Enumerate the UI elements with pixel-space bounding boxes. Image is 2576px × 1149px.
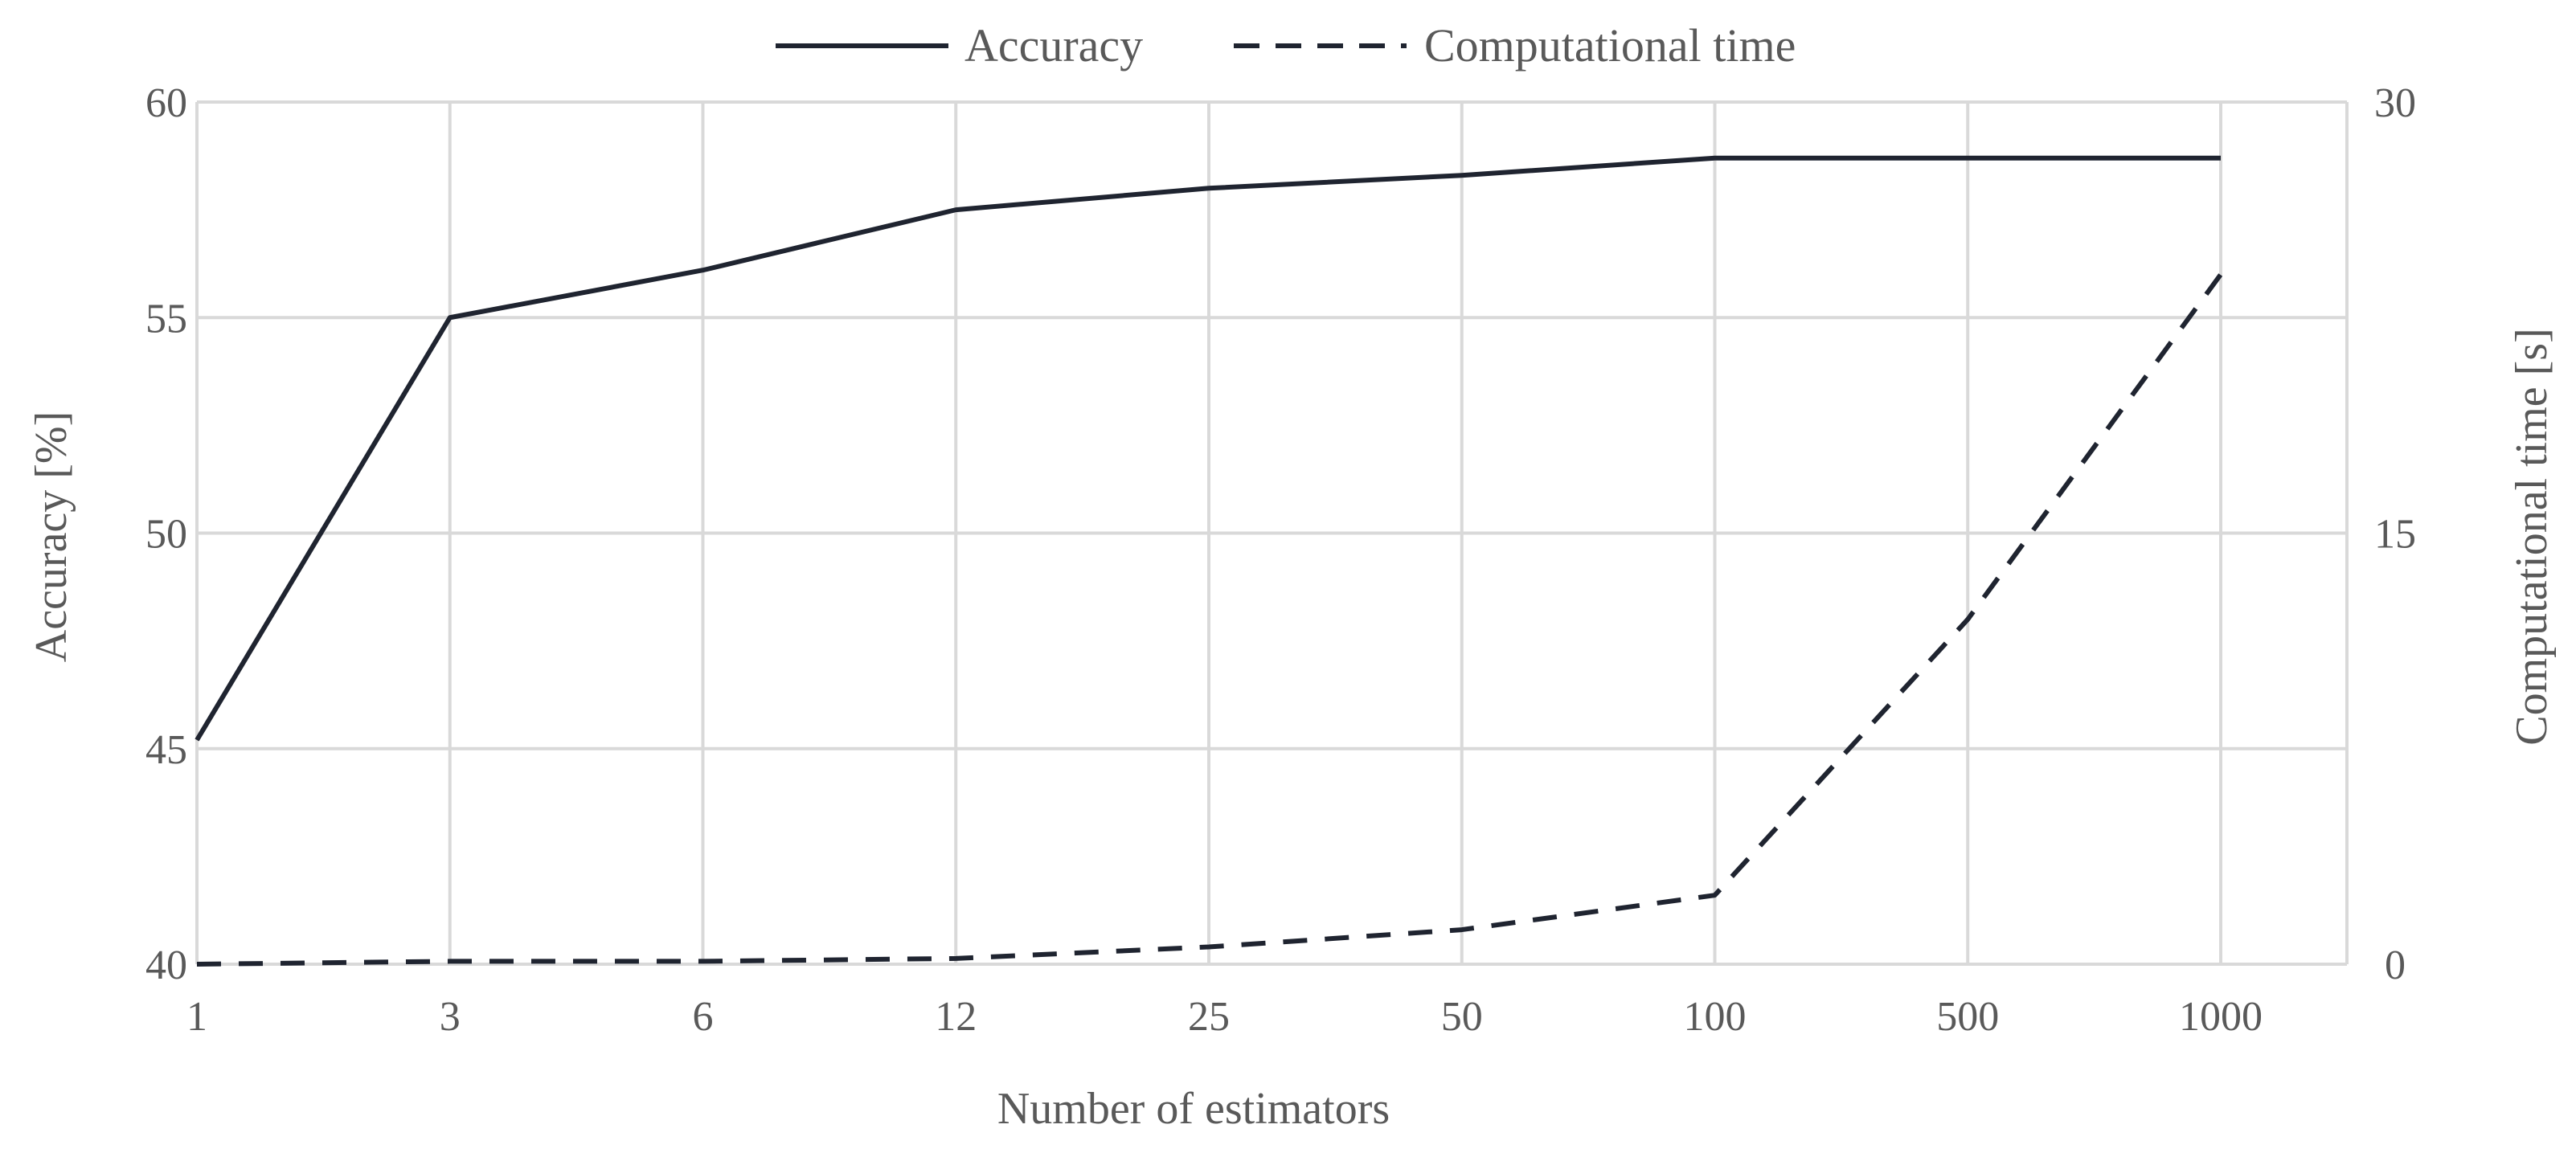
x-axis-title: Number of estimators <box>997 1084 1390 1134</box>
x-tick-label: 6 <box>693 994 714 1040</box>
x-tick-label: 3 <box>440 994 461 1040</box>
x-tick-label: 1 <box>186 994 207 1040</box>
y-tick-label: 60 <box>145 80 187 126</box>
legend-label-accuracy: Accuracy <box>964 19 1143 72</box>
y2-tick-label: 0 <box>2385 943 2406 988</box>
x-tick-label: 25 <box>1188 994 1230 1040</box>
legend-label-computational-time: Computational time <box>1424 19 1796 72</box>
series-line-computational-time <box>196 272 2223 967</box>
y2-tick-label: 15 <box>2374 512 2416 558</box>
x-tick-label: 50 <box>1441 994 1483 1040</box>
x-axis: 1 3 6 12 25 50 100 500 1000 <box>186 994 2263 1040</box>
y2-tick-label: 30 <box>2374 80 2416 126</box>
y-tick-label: 50 <box>145 512 187 558</box>
y-axis-right: 0 15 30 <box>2374 80 2416 988</box>
y-axis-title: Accuracy [%] <box>27 411 76 662</box>
series-line-accuracy <box>195 155 2221 742</box>
y-tick-label: 55 <box>145 296 187 341</box>
grid <box>195 100 2349 966</box>
y2-axis-title: Computational time [s] <box>2507 328 2557 745</box>
x-tick-label: 100 <box>1684 994 1747 1040</box>
y-axis-left: 40 45 50 55 60 <box>145 80 187 988</box>
y-tick-label: 40 <box>145 943 187 988</box>
x-tick-label: 1000 <box>2179 994 2263 1040</box>
series <box>195 155 2223 967</box>
y-tick-label: 45 <box>145 727 187 773</box>
x-tick-label: 12 <box>935 994 977 1040</box>
legend: Accuracy Computational time <box>776 19 1796 72</box>
x-tick-label: 500 <box>1936 994 1999 1040</box>
